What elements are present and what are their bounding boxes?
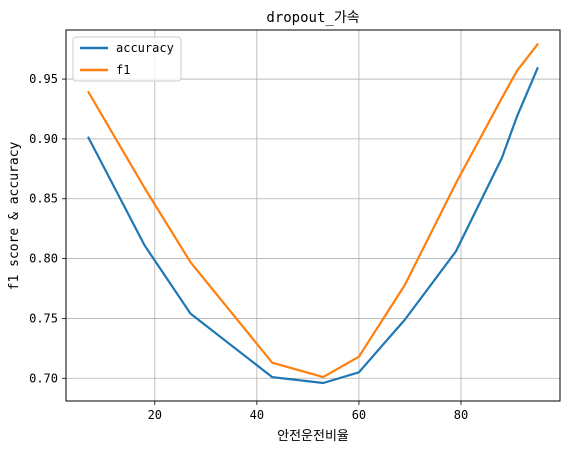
y-tick-label: 0.95 <box>29 72 58 86</box>
grid-lines <box>66 30 560 401</box>
plot-area <box>66 30 560 401</box>
y-tick-label: 0.80 <box>29 252 58 266</box>
y-tick-label: 0.90 <box>29 132 58 146</box>
chart-title: dropout_가속 <box>266 10 359 26</box>
y-tick-label: 0.85 <box>29 192 58 206</box>
x-tick-label: 80 <box>454 408 468 422</box>
x-tick-label: 60 <box>352 408 366 422</box>
x-tick-label: 40 <box>250 408 264 422</box>
series-line-f1 <box>86 42 540 379</box>
x-tick-label: 20 <box>148 408 162 422</box>
y-axis-label: f1 score & accuracy <box>7 141 22 290</box>
y-tick-label: 0.75 <box>29 311 58 325</box>
legend-label-accuracy: accuracy <box>116 41 174 55</box>
legend-label-f1: f1 <box>116 63 130 77</box>
x-axis-label: 안전운전비율 <box>277 429 349 444</box>
series-lines <box>86 42 540 385</box>
y-tick-label: 0.70 <box>29 371 58 385</box>
legend: accuracy f1 <box>72 36 182 82</box>
plot-frame <box>65 29 561 402</box>
axis-ticks: 20 40 60 80 0.70 0.75 0.80 0.85 0.90 0.95 <box>29 72 468 422</box>
series-line-accuracy <box>87 66 539 385</box>
